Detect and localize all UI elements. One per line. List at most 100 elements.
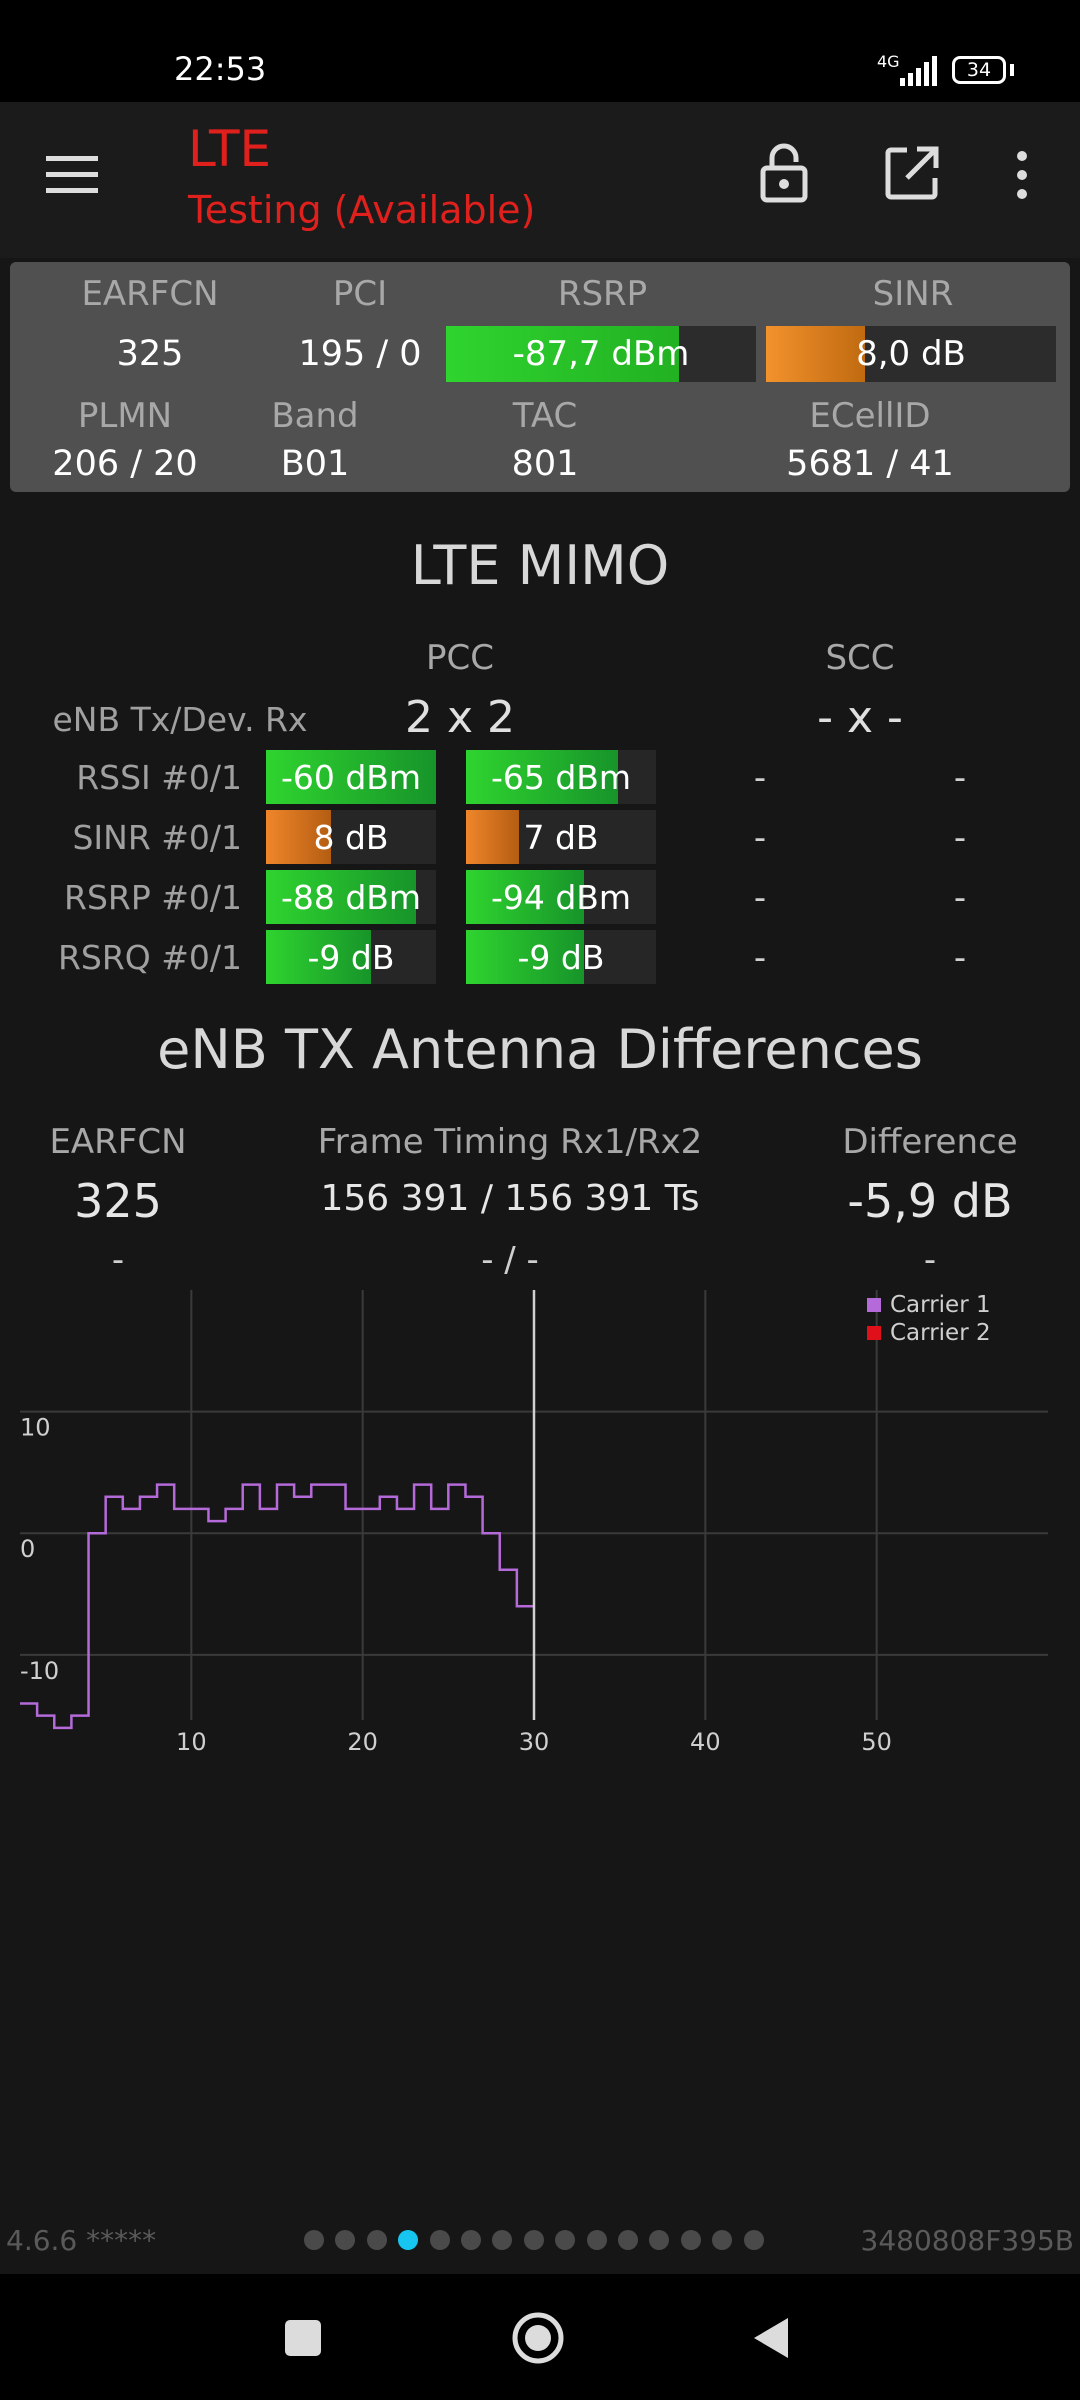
home-icon[interactable] xyxy=(510,2310,566,2366)
legend-label: Carrier 1 xyxy=(890,1292,991,1318)
page-dot[interactable] xyxy=(523,2230,544,2250)
battery-level: 34 xyxy=(966,59,992,81)
config-label: eNB Tx/Dev. Rx xyxy=(52,700,308,739)
rsrp-1-value: -94 dBm xyxy=(490,877,632,917)
pcc-config: 2 x 2 xyxy=(405,692,515,743)
page-dot[interactable] xyxy=(649,2230,670,2250)
app-version: 4.6.6 ***** xyxy=(6,2224,157,2257)
mimo-row-label-rssi: RSSI #0/1 xyxy=(76,758,242,797)
earfcn-label: EARFCN xyxy=(81,274,219,314)
x-tick-label: 10 xyxy=(176,1728,207,1756)
page-dot[interactable] xyxy=(618,2230,638,2250)
rsrp-bar: -87,7 dBm xyxy=(446,326,756,382)
app-subtitle: Testing (Available) xyxy=(188,188,536,232)
mimo-title: LTE MIMO xyxy=(410,534,670,597)
rssi-1-fill xyxy=(466,750,618,804)
mimo-row-label-rsrp: RSRP #0/1 xyxy=(64,878,242,917)
more-vert-icon[interactable] xyxy=(1013,150,1031,200)
page-dot[interactable] xyxy=(743,2230,764,2250)
x-tick-label: 50 xyxy=(861,1728,892,1756)
earfcn-value: 325 xyxy=(116,334,184,374)
ecellid-value: 5681 / 41 xyxy=(786,444,954,484)
sinr-scc-0: - xyxy=(753,818,767,858)
rsrq-1-fill xyxy=(466,930,584,984)
page-indicator[interactable] xyxy=(0,2228,1080,2252)
rsrq-scc-1: - xyxy=(953,938,967,978)
band-value: B01 xyxy=(280,444,350,484)
rssi-scc-1: - xyxy=(953,758,967,798)
page-dot[interactable] xyxy=(398,2230,419,2250)
page-dot[interactable] xyxy=(366,2230,387,2250)
frame-timing-value: 156 391 / 156 391 Ts xyxy=(320,1178,700,1219)
frame-timing-value-2: - / - xyxy=(481,1240,539,1280)
rsrp-1-bar: -94 dBm xyxy=(466,870,656,924)
pcc-label: PCC xyxy=(426,638,494,678)
app-title: LTE xyxy=(188,120,272,178)
legend-swatch xyxy=(867,1326,881,1340)
sinr-bar-fill xyxy=(766,326,865,382)
lock-open-icon[interactable] xyxy=(760,142,808,204)
mimo-row-label-sinr: SINR #0/1 xyxy=(72,818,242,857)
difference-label: Difference xyxy=(842,1122,1018,1162)
rsrp-scc-0: - xyxy=(753,878,767,918)
page-dot[interactable] xyxy=(555,2230,576,2250)
rsrp-label: RSRP xyxy=(557,274,648,314)
back-icon[interactable] xyxy=(752,2316,790,2360)
rssi-0-bar: -60 dBm xyxy=(266,750,436,804)
scc-label: SCC xyxy=(825,638,895,678)
rsrp-bar-fill xyxy=(446,326,679,382)
x-tick-label: 30 xyxy=(519,1728,550,1756)
frame-timing-label: Frame Timing Rx1/Rx2 xyxy=(317,1122,703,1162)
battery-tip xyxy=(1010,64,1014,76)
antenna-earfcn-value: 325 xyxy=(74,1174,162,1228)
x-tick-label: 40 xyxy=(690,1728,721,1756)
sinr-0-value: 8 dB xyxy=(313,817,389,857)
page-dot[interactable] xyxy=(712,2230,733,2250)
rssi-scc-0: - xyxy=(753,758,767,798)
navigation-bar xyxy=(0,2274,1080,2400)
status-time: 22:53 xyxy=(174,50,267,88)
sinr-scc-1: - xyxy=(953,818,967,858)
rsrp-scc-1: - xyxy=(953,878,967,918)
scc-config: - x - xyxy=(817,692,903,743)
pci-value: 195 / 0 xyxy=(298,334,422,374)
mimo-row-label-rsrq: RSRQ #0/1 xyxy=(57,938,242,977)
page-dot[interactable] xyxy=(492,2230,513,2250)
band-label: Band xyxy=(271,396,359,436)
recents-icon[interactable] xyxy=(285,2320,321,2356)
rssi-1-value: -65 dBm xyxy=(490,757,632,797)
open-external-icon[interactable] xyxy=(885,146,939,200)
sinr-1-fill xyxy=(466,810,520,864)
rsrq-1-value: -9 dB xyxy=(517,937,605,977)
rsrp-0-value: -88 dBm xyxy=(280,877,422,917)
ecellid-label: ECellID xyxy=(809,396,931,436)
signal-icon xyxy=(900,56,937,86)
rsrq-0-fill xyxy=(266,930,372,984)
y-tick-label: 10 xyxy=(20,1414,51,1442)
network-type: 4G xyxy=(877,52,900,71)
sinr-bar: 8,0 dB xyxy=(766,326,1056,382)
sinr-1-bar: 7 dB xyxy=(466,810,656,864)
rsrq-0-value: -9 dB xyxy=(307,937,395,977)
series-line-carrier-1 xyxy=(20,1483,534,1730)
menu-icon[interactable] xyxy=(46,154,98,194)
rssi-1-bar: -65 dBm xyxy=(466,750,656,804)
legend-label: Carrier 2 xyxy=(890,1320,991,1346)
app-bar: LTE Testing (Available) xyxy=(0,102,1080,258)
antenna-earfcn-label: EARFCN xyxy=(49,1122,187,1162)
page-dot[interactable] xyxy=(429,2230,450,2250)
sinr-1-value: 7 dB xyxy=(523,817,599,857)
page-dot[interactable] xyxy=(304,2230,324,2250)
rsrp-value: -87,7 dBm xyxy=(512,334,690,374)
tac-label: TAC xyxy=(512,396,578,436)
antenna-title: eNB TX Antenna Differences xyxy=(157,1018,923,1081)
page-dot[interactable] xyxy=(461,2230,481,2250)
sinr-label: SINR xyxy=(872,274,954,314)
page-dot[interactable] xyxy=(586,2230,607,2250)
difference-value: -5,9 dB xyxy=(847,1174,1013,1228)
rssi-0-fill xyxy=(266,750,436,804)
page-dot[interactable] xyxy=(335,2230,356,2250)
page-dot[interactable] xyxy=(680,2230,701,2250)
tac-value: 801 xyxy=(511,444,579,484)
